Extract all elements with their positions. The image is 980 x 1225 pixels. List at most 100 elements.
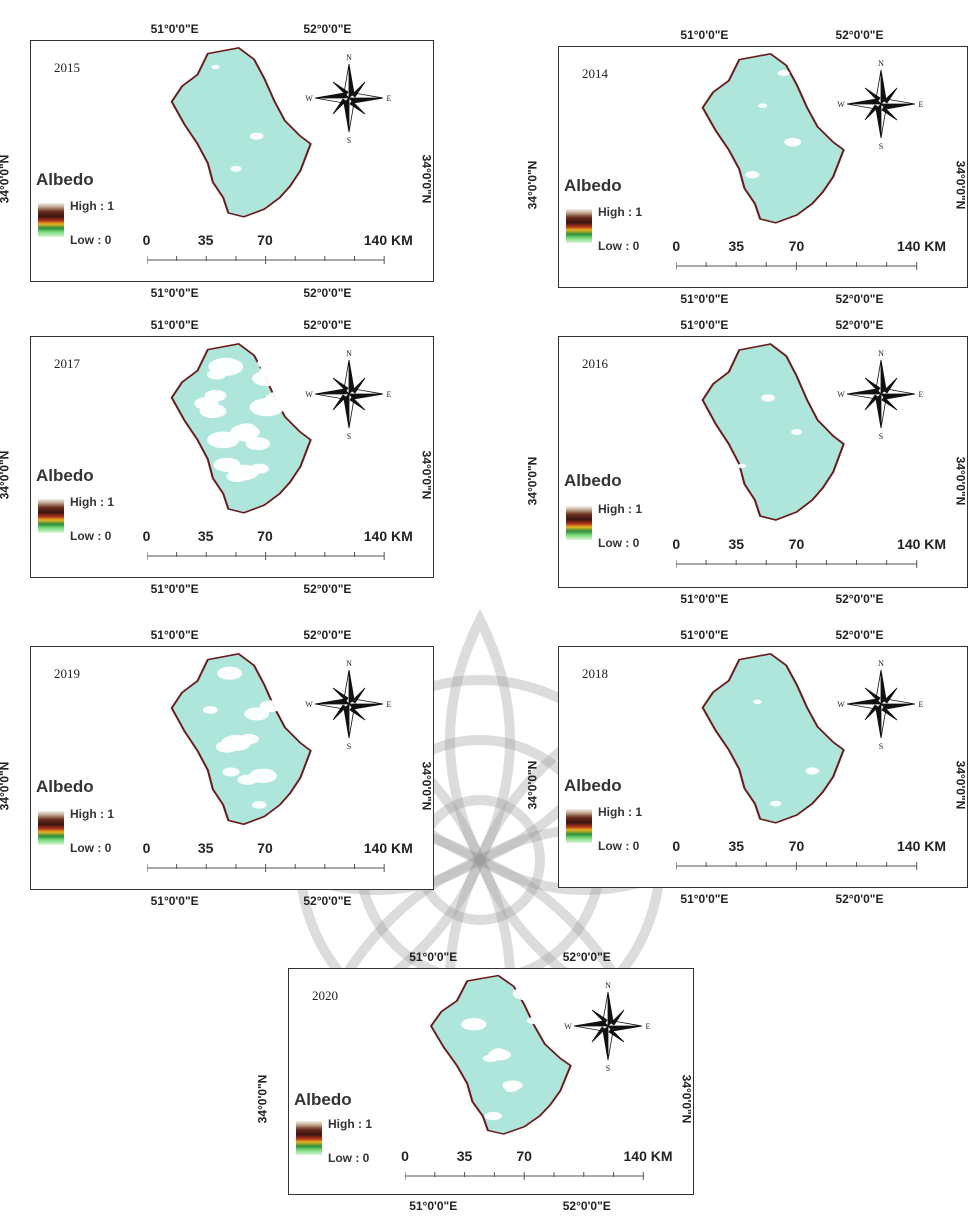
compass-e: E — [386, 700, 391, 709]
lat-label-right: 34°0'0"N — [679, 1074, 694, 1124]
legend-title: Albedo — [36, 169, 94, 189]
bright-patch — [216, 740, 239, 753]
lon-label-bottom-right: 52°0'0"E — [835, 292, 884, 306]
legend-title: Albedo — [564, 471, 622, 490]
lat-label-left: 34°0'0"N — [0, 761, 12, 811]
scale-label-35: 35 — [456, 1148, 473, 1164]
bright-patch — [230, 165, 242, 172]
scale-label-0: 0 — [672, 238, 681, 254]
legend-color-ramp — [38, 499, 64, 534]
lon-label-top-right: 52°0'0"E — [835, 628, 884, 642]
lon-label-bottom-right: 52°0'0"E — [835, 592, 884, 606]
bright-patch — [217, 666, 243, 680]
scale-label-140km: 140 KM — [897, 838, 947, 854]
legend-high-label: High : 1 — [328, 1117, 372, 1131]
lat-label-right: 34°0'0"N — [953, 456, 968, 505]
scale-label-140km: 140 KM — [363, 528, 413, 544]
scale-label-140km: 140 KM — [897, 536, 947, 552]
compass-n: N — [605, 981, 611, 990]
legend-low-label: Low : 0 — [70, 840, 112, 855]
scale-bar — [146, 256, 385, 264]
bright-patch — [246, 437, 271, 451]
lon-label-bottom-left: 51°0'0"E — [150, 286, 199, 300]
compass-w: W — [305, 700, 313, 709]
legend-color-ramp — [566, 209, 592, 244]
scale-bar — [146, 863, 385, 872]
north-arrow-compass: N S E W — [564, 981, 650, 1073]
lon-label-top-left: 51°0'0"E — [150, 22, 199, 36]
bright-patch — [203, 706, 219, 714]
legend-title: Albedo — [36, 465, 94, 485]
map-panel-2016: 51°0'0"E 52°0'0"E 51°0'0"E 52°0'0"E 34°0'0"N… — [525, 318, 968, 618]
legend-low-label: Low : 0 — [598, 536, 640, 550]
bright-patch — [512, 986, 541, 1001]
bright-patch — [757, 103, 767, 109]
scale-label-70: 70 — [257, 528, 273, 544]
bright-patch — [250, 132, 264, 140]
scale-label-70: 70 — [257, 232, 273, 248]
compass-n: N — [878, 59, 884, 68]
bright-patch — [252, 370, 283, 387]
year-label: 2015 — [54, 60, 80, 75]
map-panel-2020: 51°0'0"E 52°0'0"E 51°0'0"E 52°0'0"E 34°0'0"N… — [255, 950, 694, 1225]
map-panel-2014: 51°0'0"E 52°0'0"E 51°0'0"E 52°0'0"E 34°0'0"N… — [525, 28, 968, 318]
scale-bar — [146, 552, 385, 560]
scale-label-70: 70 — [516, 1148, 532, 1164]
lat-label-left: 34°0'0"N — [0, 154, 12, 204]
bright-patch — [207, 369, 227, 380]
compass-w: W — [305, 94, 313, 103]
lon-label-bottom-left: 51°0'0"E — [409, 1199, 458, 1213]
bright-patch — [752, 699, 762, 705]
bright-patch — [226, 470, 249, 483]
scale-label-35: 35 — [197, 232, 214, 248]
compass-s: S — [606, 1064, 610, 1073]
bright-patch — [460, 1018, 487, 1031]
study-area-map — [701, 52, 845, 224]
legend-high-label: High : 1 — [70, 806, 114, 821]
north-arrow-compass: N S E W — [838, 659, 924, 751]
scale-label-0: 0 — [142, 528, 151, 544]
compass-e: E — [919, 390, 924, 399]
study-area-map — [701, 343, 845, 521]
lon-label-bottom-left: 51°0'0"E — [150, 582, 199, 596]
compass-s: S — [879, 432, 883, 441]
scale-bar — [676, 262, 918, 270]
study-area-map — [171, 46, 313, 218]
lat-label-left: 34°0'0"N — [525, 760, 540, 810]
year-label: 2016 — [582, 356, 608, 371]
bright-patch — [207, 431, 240, 449]
bright-patch — [199, 403, 227, 419]
scale-label-140km: 140 KM — [363, 232, 413, 248]
bright-patch — [238, 774, 258, 785]
legend-low-label: Low : 0 — [328, 1151, 370, 1165]
north-arrow-compass: N S E W — [305, 659, 391, 751]
compass-s: S — [346, 742, 350, 751]
lon-label-top-left: 51°0'0"E — [409, 950, 458, 964]
north-arrow-compass: N S E W — [305, 53, 391, 145]
compass-w: W — [838, 100, 846, 109]
lat-label-left: 34°0'0"N — [525, 160, 540, 210]
study-area-map — [429, 974, 572, 1135]
year-label: 2017 — [54, 356, 80, 371]
lat-label-left: 34°0'0"N — [525, 456, 540, 505]
scale-label-70: 70 — [257, 839, 273, 856]
bright-patch — [244, 707, 270, 721]
legend-color-ramp — [566, 506, 592, 540]
compass-e: E — [919, 700, 924, 709]
compass-e: E — [919, 100, 924, 109]
legend-color-ramp — [38, 810, 64, 845]
lon-label-bottom-left: 51°0'0"E — [680, 592, 729, 606]
bright-patch — [211, 64, 221, 70]
compass-n: N — [878, 659, 884, 668]
compass-w: W — [838, 390, 846, 399]
scale-label-70: 70 — [788, 838, 805, 854]
study-area-map — [171, 653, 313, 826]
lon-label-top-left: 51°0'0"E — [680, 628, 729, 642]
lon-label-bottom-right: 52°0'0"E — [303, 894, 352, 908]
compass-w: W — [838, 700, 846, 709]
lon-label-bottom-left: 51°0'0"E — [680, 292, 729, 306]
lon-label-top-right: 52°0'0"E — [303, 318, 352, 332]
compass-s: S — [346, 136, 350, 145]
compass-n: N — [878, 349, 884, 358]
scale-label-140km: 140 KM — [623, 1148, 673, 1164]
